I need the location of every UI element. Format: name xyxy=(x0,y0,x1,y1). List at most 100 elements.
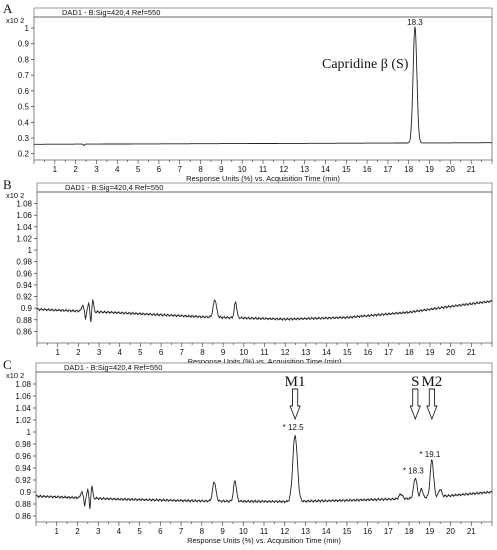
y-tick-label: 1 xyxy=(25,24,30,33)
x-tick-label: 20 xyxy=(446,165,455,174)
x-tick-label: 7 xyxy=(179,527,184,536)
x-tick-label: 11 xyxy=(259,165,268,174)
x-tick-label: 9 xyxy=(221,348,226,357)
x-tick-label: 5 xyxy=(136,165,141,174)
x-tick-label: 4 xyxy=(117,527,122,536)
peak-label: * 19.1 xyxy=(419,450,440,459)
y-tick-label: 1.06 xyxy=(15,392,31,401)
x-tick-label: 9 xyxy=(219,165,224,174)
peak-label: * 12.5 xyxy=(283,423,304,432)
compound-annotation: Capridine β (S) xyxy=(322,57,409,72)
x-tick-label: 16 xyxy=(363,527,372,536)
x-tick-label: 11 xyxy=(260,348,269,357)
x-tick-label: 21 xyxy=(467,165,476,174)
x-axis-label: Response Units (%) vs. Acquisition Time … xyxy=(186,174,340,183)
x-tick-label: 14 xyxy=(322,527,331,536)
chromatogram-trace xyxy=(35,434,493,510)
y-tick-label: 0.88 xyxy=(16,316,32,325)
x-tick-label: 18 xyxy=(405,348,414,357)
x-tick-label: 18 xyxy=(405,527,414,536)
x-tick-label: 16 xyxy=(363,165,372,174)
y-tick-label: 0.98 xyxy=(15,440,31,449)
y-tick-label: 1.02 xyxy=(15,416,31,425)
y-unit-label: x10 2 xyxy=(6,191,24,200)
y-tick-label: 0.94 xyxy=(16,281,32,290)
x-tick-label: 12 xyxy=(279,165,288,174)
x-tick-label: 2 xyxy=(75,527,80,536)
x-tick-label: 15 xyxy=(342,165,351,174)
x-tick-label: 17 xyxy=(384,527,393,536)
plot-frame xyxy=(33,16,493,161)
x-tick-label: 1 xyxy=(55,527,60,536)
y-tick-label: 1.02 xyxy=(16,234,32,243)
x-tick-label: 17 xyxy=(383,165,392,174)
y-tick-label: 0.96 xyxy=(16,269,32,278)
x-tick-label: 5 xyxy=(137,527,142,536)
y-tick-label: 0.92 xyxy=(16,293,32,302)
x-tick-label: 21 xyxy=(467,527,476,536)
y-tick-label: 0.94 xyxy=(15,464,31,473)
y-tick-label: 0.9 xyxy=(18,40,30,49)
chart-panel-b: B DAD1 - B:Sig=420,4 Ref=550 x10 2 0.86 0.88… xyxy=(3,177,493,366)
peak-label: 18.3 xyxy=(407,18,423,27)
x-tick-label: 4 xyxy=(115,165,120,174)
y-tick-label: 1.08 xyxy=(16,200,32,209)
plot-frame xyxy=(36,191,493,344)
x-tick-label: 21 xyxy=(467,348,476,357)
y-tick-label: 0.8 xyxy=(18,55,30,64)
y-tick-label: 0.2 xyxy=(18,150,30,159)
x-tick-label: 7 xyxy=(180,348,185,357)
y-tick-label: 0.9 xyxy=(21,304,33,313)
y-tick-label: 0.86 xyxy=(15,512,31,521)
y-tick-label: 1.08 xyxy=(15,380,31,389)
x-tick-label: 1 xyxy=(53,165,58,174)
x-tick-label: 8 xyxy=(200,527,205,536)
x-tick-label: 13 xyxy=(300,165,309,174)
x-tick-label: 16 xyxy=(363,348,372,357)
y-tick-label: 0.3 xyxy=(18,134,30,143)
y-tick-label: 0.98 xyxy=(16,258,32,267)
x-tick-label: 12 xyxy=(280,527,289,536)
chromatogram-trace xyxy=(34,26,492,146)
x-tick-label: 19 xyxy=(426,348,435,357)
x-tick-label: 13 xyxy=(301,527,310,536)
panel-letter: C xyxy=(3,357,12,372)
x-tick-label: 4 xyxy=(118,348,123,357)
y-tick-label: 0.92 xyxy=(15,476,31,485)
y-tick-label: 0.9 xyxy=(20,488,32,497)
x-tick-label: 19 xyxy=(425,165,434,174)
x-tick-label: 12 xyxy=(281,348,290,357)
x-tick-label: 2 xyxy=(73,165,78,174)
signal-header: DAD1 - B:Sig=420,4 Ref=550 xyxy=(65,183,163,192)
chromatogram-trace xyxy=(36,298,493,323)
x-tick-label: 14 xyxy=(321,165,330,174)
panel-letter: B xyxy=(3,177,12,192)
y-tick-label: 1.04 xyxy=(15,404,31,413)
x-tick-label: 3 xyxy=(96,527,101,536)
x-axis-label: Response Units (%) vs. Acquisition Time … xyxy=(187,536,341,545)
x-tick-label: 6 xyxy=(158,527,163,536)
marker-label: S xyxy=(411,374,419,390)
x-tick-label: 8 xyxy=(198,165,203,174)
y-tick-label: 0.7 xyxy=(18,71,30,80)
x-axis-label: Response Units (%) vs. Acquisition Time … xyxy=(188,357,342,366)
x-tick-label: 1 xyxy=(55,348,60,357)
marker-arrow xyxy=(409,388,421,421)
x-tick-label: 3 xyxy=(97,348,102,357)
y-tick-label: 0.4 xyxy=(18,118,30,127)
y-tick-label: 0.88 xyxy=(15,500,31,509)
chart-panel-c: C DAD1 - B:Sig=420,4 Ref=550 x10 2 0.86 0.88… xyxy=(3,357,493,545)
x-tick-label: 8 xyxy=(200,348,205,357)
x-tick-label: 5 xyxy=(138,348,143,357)
y-tick-label: 0.96 xyxy=(15,452,31,461)
x-tick-label: 2 xyxy=(76,348,81,357)
y-tick-label: 1 xyxy=(27,428,32,437)
y-tick-label: 0.6 xyxy=(18,87,30,96)
x-tick-label: 11 xyxy=(260,527,269,536)
y-tick-label: 1.04 xyxy=(16,223,32,232)
x-tick-label: 17 xyxy=(384,348,393,357)
y-tick-label: 1 xyxy=(28,246,33,255)
marker-label: M2 xyxy=(421,374,442,390)
signal-header: DAD1 - B:Sig=420,4 Ref=550 xyxy=(62,8,160,17)
